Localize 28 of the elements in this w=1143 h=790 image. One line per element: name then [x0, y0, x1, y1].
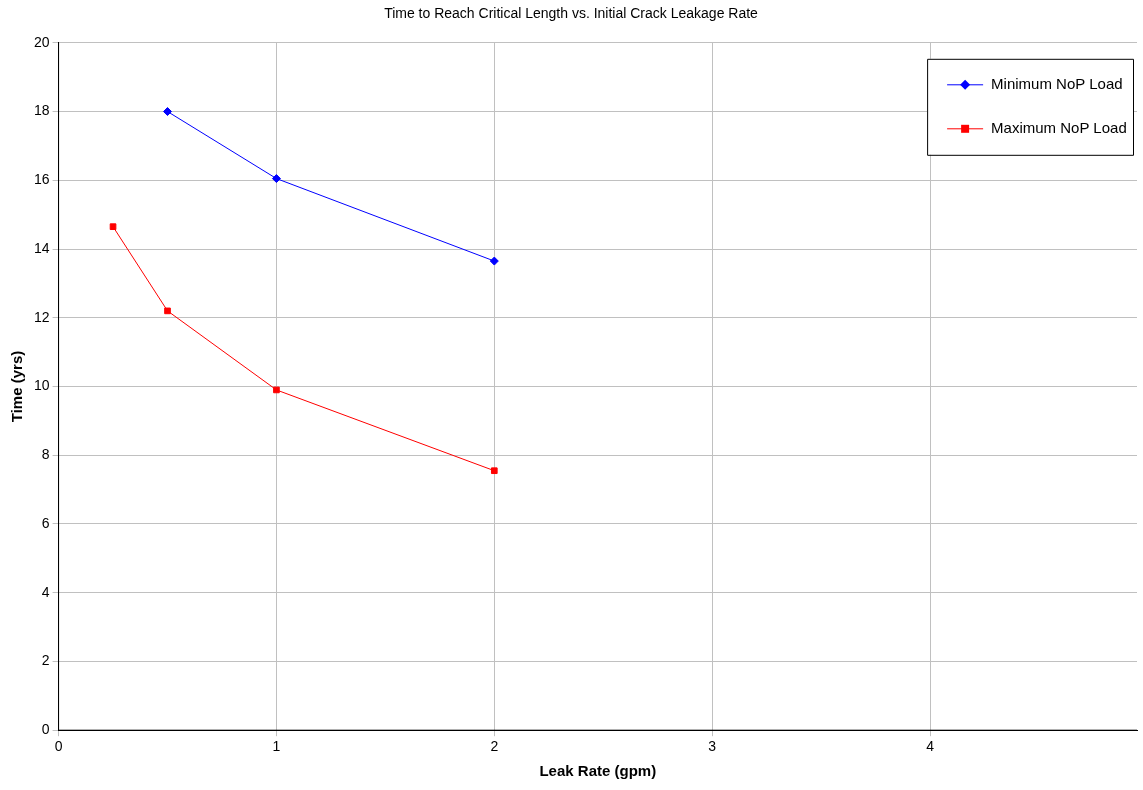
- x-tick-label: 0: [54, 738, 63, 755]
- y-tick-label: 2: [41, 652, 50, 669]
- y-tick-label: 4: [41, 583, 50, 600]
- legend-label: Minimum NoP Load: [991, 74, 1123, 92]
- y-tick-label: 8: [41, 446, 50, 463]
- y-tick-label: 16: [33, 171, 50, 188]
- point: [109, 223, 117, 231]
- point: [163, 107, 172, 117]
- y-axis-title: Time (yrs): [8, 350, 26, 423]
- point: [164, 307, 171, 315]
- x-axis-title: Leak Rate (gpm): [539, 762, 657, 780]
- y-tick-label: 18: [33, 102, 50, 119]
- y-tick-label: 12: [33, 308, 50, 325]
- x-tick-label: 3: [708, 738, 717, 755]
- chart-title: Time to Reach Critical Length vs. Initial Crack Leakage Rate: [384, 5, 759, 22]
- point: [271, 174, 281, 184]
- x-tick-label: 2: [490, 738, 499, 755]
- y-tick-label: 20: [33, 33, 50, 50]
- point: [489, 256, 499, 266]
- point: [273, 386, 280, 394]
- y-tick-label: 14: [33, 239, 50, 256]
- x-tick-label: 1: [272, 738, 281, 755]
- x-tick-label: 4: [926, 738, 935, 755]
- y-tick-label: 0: [41, 721, 50, 738]
- point: [490, 467, 498, 475]
- legend-label: Maximum NoP Load: [991, 118, 1127, 136]
- y-tick-label: 10: [33, 377, 50, 394]
- y-tick-label: 6: [41, 514, 50, 531]
